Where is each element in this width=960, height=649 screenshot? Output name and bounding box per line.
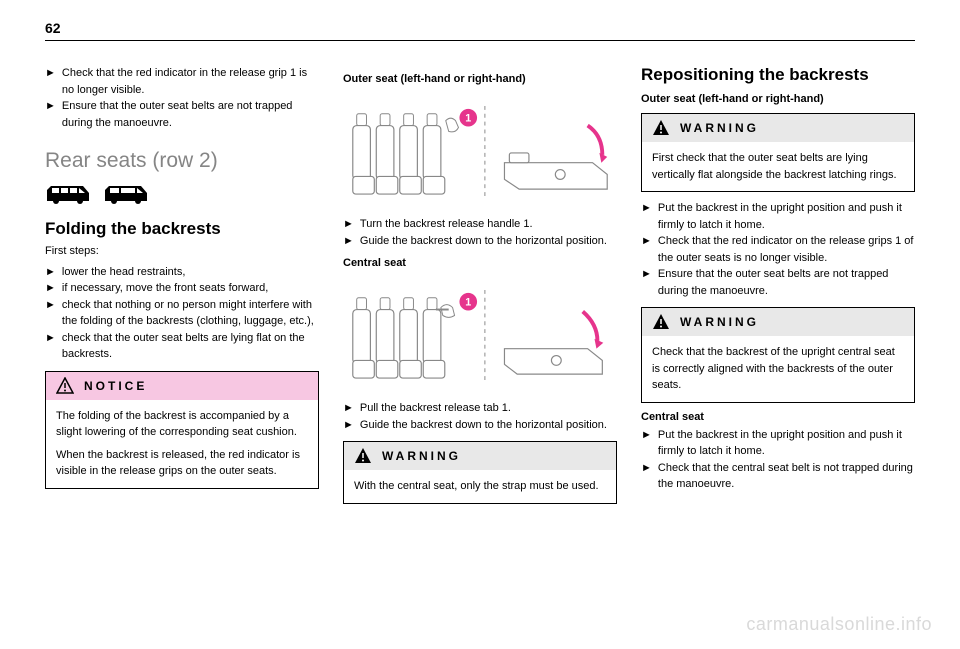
van-icons-row: [45, 181, 319, 207]
bullet-item: ► Pull the backrest release tab 1.: [343, 400, 617, 417]
warning-triangle-icon: [652, 119, 670, 137]
content-columns: ► Check that the red indicator in the re…: [45, 65, 915, 512]
sub-heading: Central seat: [343, 257, 617, 269]
warning-triangle-icon: [652, 313, 670, 331]
subsection-heading: Folding the backrests: [45, 219, 319, 239]
svg-text:1: 1: [465, 297, 471, 309]
bullet-item: ► if necessary, move the front seats for…: [45, 280, 319, 297]
header-rule: [45, 40, 915, 41]
warning-body: With the central seat, only the strap mu…: [344, 470, 616, 503]
sub-heading: Outer seat (left-hand or right-hand): [641, 93, 915, 105]
sub-heading: Central seat: [641, 411, 915, 423]
warning-title: WARNING: [382, 449, 461, 463]
bullet-item: ► Guide the backrest down to the horizon…: [343, 417, 617, 434]
subsection-heading: Repositioning the backrests: [641, 65, 915, 85]
warning-header: WARNING: [344, 442, 616, 470]
triangle-bullet-icon: ►: [641, 460, 652, 493]
section-heading: Rear seats (row 2): [45, 149, 319, 173]
triangle-bullet-icon: ►: [343, 400, 354, 417]
bullet-item: ► check that nothing or no person might …: [45, 297, 319, 330]
notice-box: NOTICE The folding of the backrest is ac…: [45, 371, 319, 489]
warning-triangle-icon: [354, 447, 372, 465]
notice-body: The folding of the backrest is accompani…: [46, 400, 318, 488]
van-icon: [103, 181, 149, 207]
triangle-bullet-icon: ►: [641, 266, 652, 299]
bullet-item: ► check that the outer seat belts are ly…: [45, 330, 319, 363]
notice-text: The folding of the backrest is accompani…: [56, 408, 308, 441]
bullet-item: ► Check that the red indicator on the re…: [641, 233, 915, 266]
bullet-text: lower the head restraints,: [62, 264, 186, 281]
bullet-text: Ensure that the outer seat belts are not…: [62, 98, 319, 131]
seat-diagram-outer: 1: [343, 95, 617, 205]
warning-header: WARNING: [642, 114, 914, 142]
bullet-item: ► Ensure that the outer seat belts are n…: [45, 98, 319, 131]
triangle-bullet-icon: ►: [641, 233, 652, 266]
warning-title: WARNING: [680, 315, 759, 329]
bullet-item: ► Guide the backrest down to the horizon…: [343, 233, 617, 250]
bullet-item: ► Put the backrest in the upright positi…: [641, 427, 915, 460]
bullet-text: Guide the backrest down to the horizonta…: [360, 417, 607, 434]
triangle-bullet-icon: ►: [641, 200, 652, 233]
warning-box: WARNING First check that the outer seat …: [641, 113, 915, 192]
triangle-bullet-icon: ►: [45, 98, 56, 131]
bullet-item: ► Put the backrest in the upright positi…: [641, 200, 915, 233]
bullet-item: ► lower the head restraints,: [45, 264, 319, 281]
bullet-text: check that nothing or no person might in…: [62, 297, 319, 330]
triangle-bullet-icon: ►: [343, 233, 354, 250]
bullet-item: ► Turn the backrest release handle 1.: [343, 216, 617, 233]
notice-header: NOTICE: [46, 372, 318, 400]
warning-header: WARNING: [642, 308, 914, 336]
bullet-text: check that the outer seat belts are lyin…: [62, 330, 319, 363]
svg-text:1: 1: [465, 113, 471, 125]
bullet-text: Ensure that the outer seat belts are not…: [658, 266, 915, 299]
body-text: First steps:: [45, 243, 319, 260]
bullet-text: Turn the backrest release handle 1.: [360, 216, 533, 233]
warning-box: WARNING Check that the backrest of the u…: [641, 307, 915, 403]
triangle-bullet-icon: ►: [45, 65, 56, 98]
page-number: 62: [45, 20, 61, 36]
bullet-item: ► Check that the red indicator in the re…: [45, 65, 319, 98]
column-2: Outer seat (left-hand or right-hand): [343, 65, 617, 512]
triangle-bullet-icon: ►: [45, 330, 56, 363]
bullet-text: Guide the backrest down to the horizonta…: [360, 233, 607, 250]
notice-exclamation-icon: [56, 377, 74, 395]
triangle-bullet-icon: ►: [343, 417, 354, 434]
seat-diagram-central: 1: [343, 279, 617, 389]
bullet-text: Put the backrest in the upright position…: [658, 427, 915, 460]
bullet-text: Check that the red indicator on the rele…: [658, 233, 915, 266]
triangle-bullet-icon: ►: [45, 264, 56, 281]
watermark: carmanualsonline.info: [746, 614, 932, 635]
notice-text: When the backrest is released, the red i…: [56, 447, 308, 480]
notice-title: NOTICE: [84, 379, 147, 393]
bullet-text: Check that the central seat belt is not …: [658, 460, 915, 493]
triangle-bullet-icon: ►: [45, 297, 56, 330]
warning-body: First check that the outer seat belts ar…: [642, 142, 914, 191]
bullet-text: Check that the red indicator in the rele…: [62, 65, 319, 98]
warning-title: WARNING: [680, 121, 759, 135]
triangle-bullet-icon: ►: [45, 280, 56, 297]
triangle-bullet-icon: ►: [343, 216, 354, 233]
bullet-text: Put the backrest in the upright position…: [658, 200, 915, 233]
sub-heading: Outer seat (left-hand or right-hand): [343, 73, 617, 85]
van-icon: [45, 181, 91, 207]
column-1: ► Check that the red indicator in the re…: [45, 65, 319, 512]
bullet-item: ► Ensure that the outer seat belts are n…: [641, 266, 915, 299]
triangle-bullet-icon: ►: [641, 427, 652, 460]
warning-body: Check that the backrest of the upright c…: [642, 336, 914, 402]
column-3: Repositioning the backrests Outer seat (…: [641, 65, 915, 512]
warning-box: WARNING With the central seat, only the …: [343, 441, 617, 504]
bullet-text: if necessary, move the front seats forwa…: [62, 280, 268, 297]
bullet-item: ► Check that the central seat belt is no…: [641, 460, 915, 493]
bullet-text: Pull the backrest release tab 1.: [360, 400, 511, 417]
